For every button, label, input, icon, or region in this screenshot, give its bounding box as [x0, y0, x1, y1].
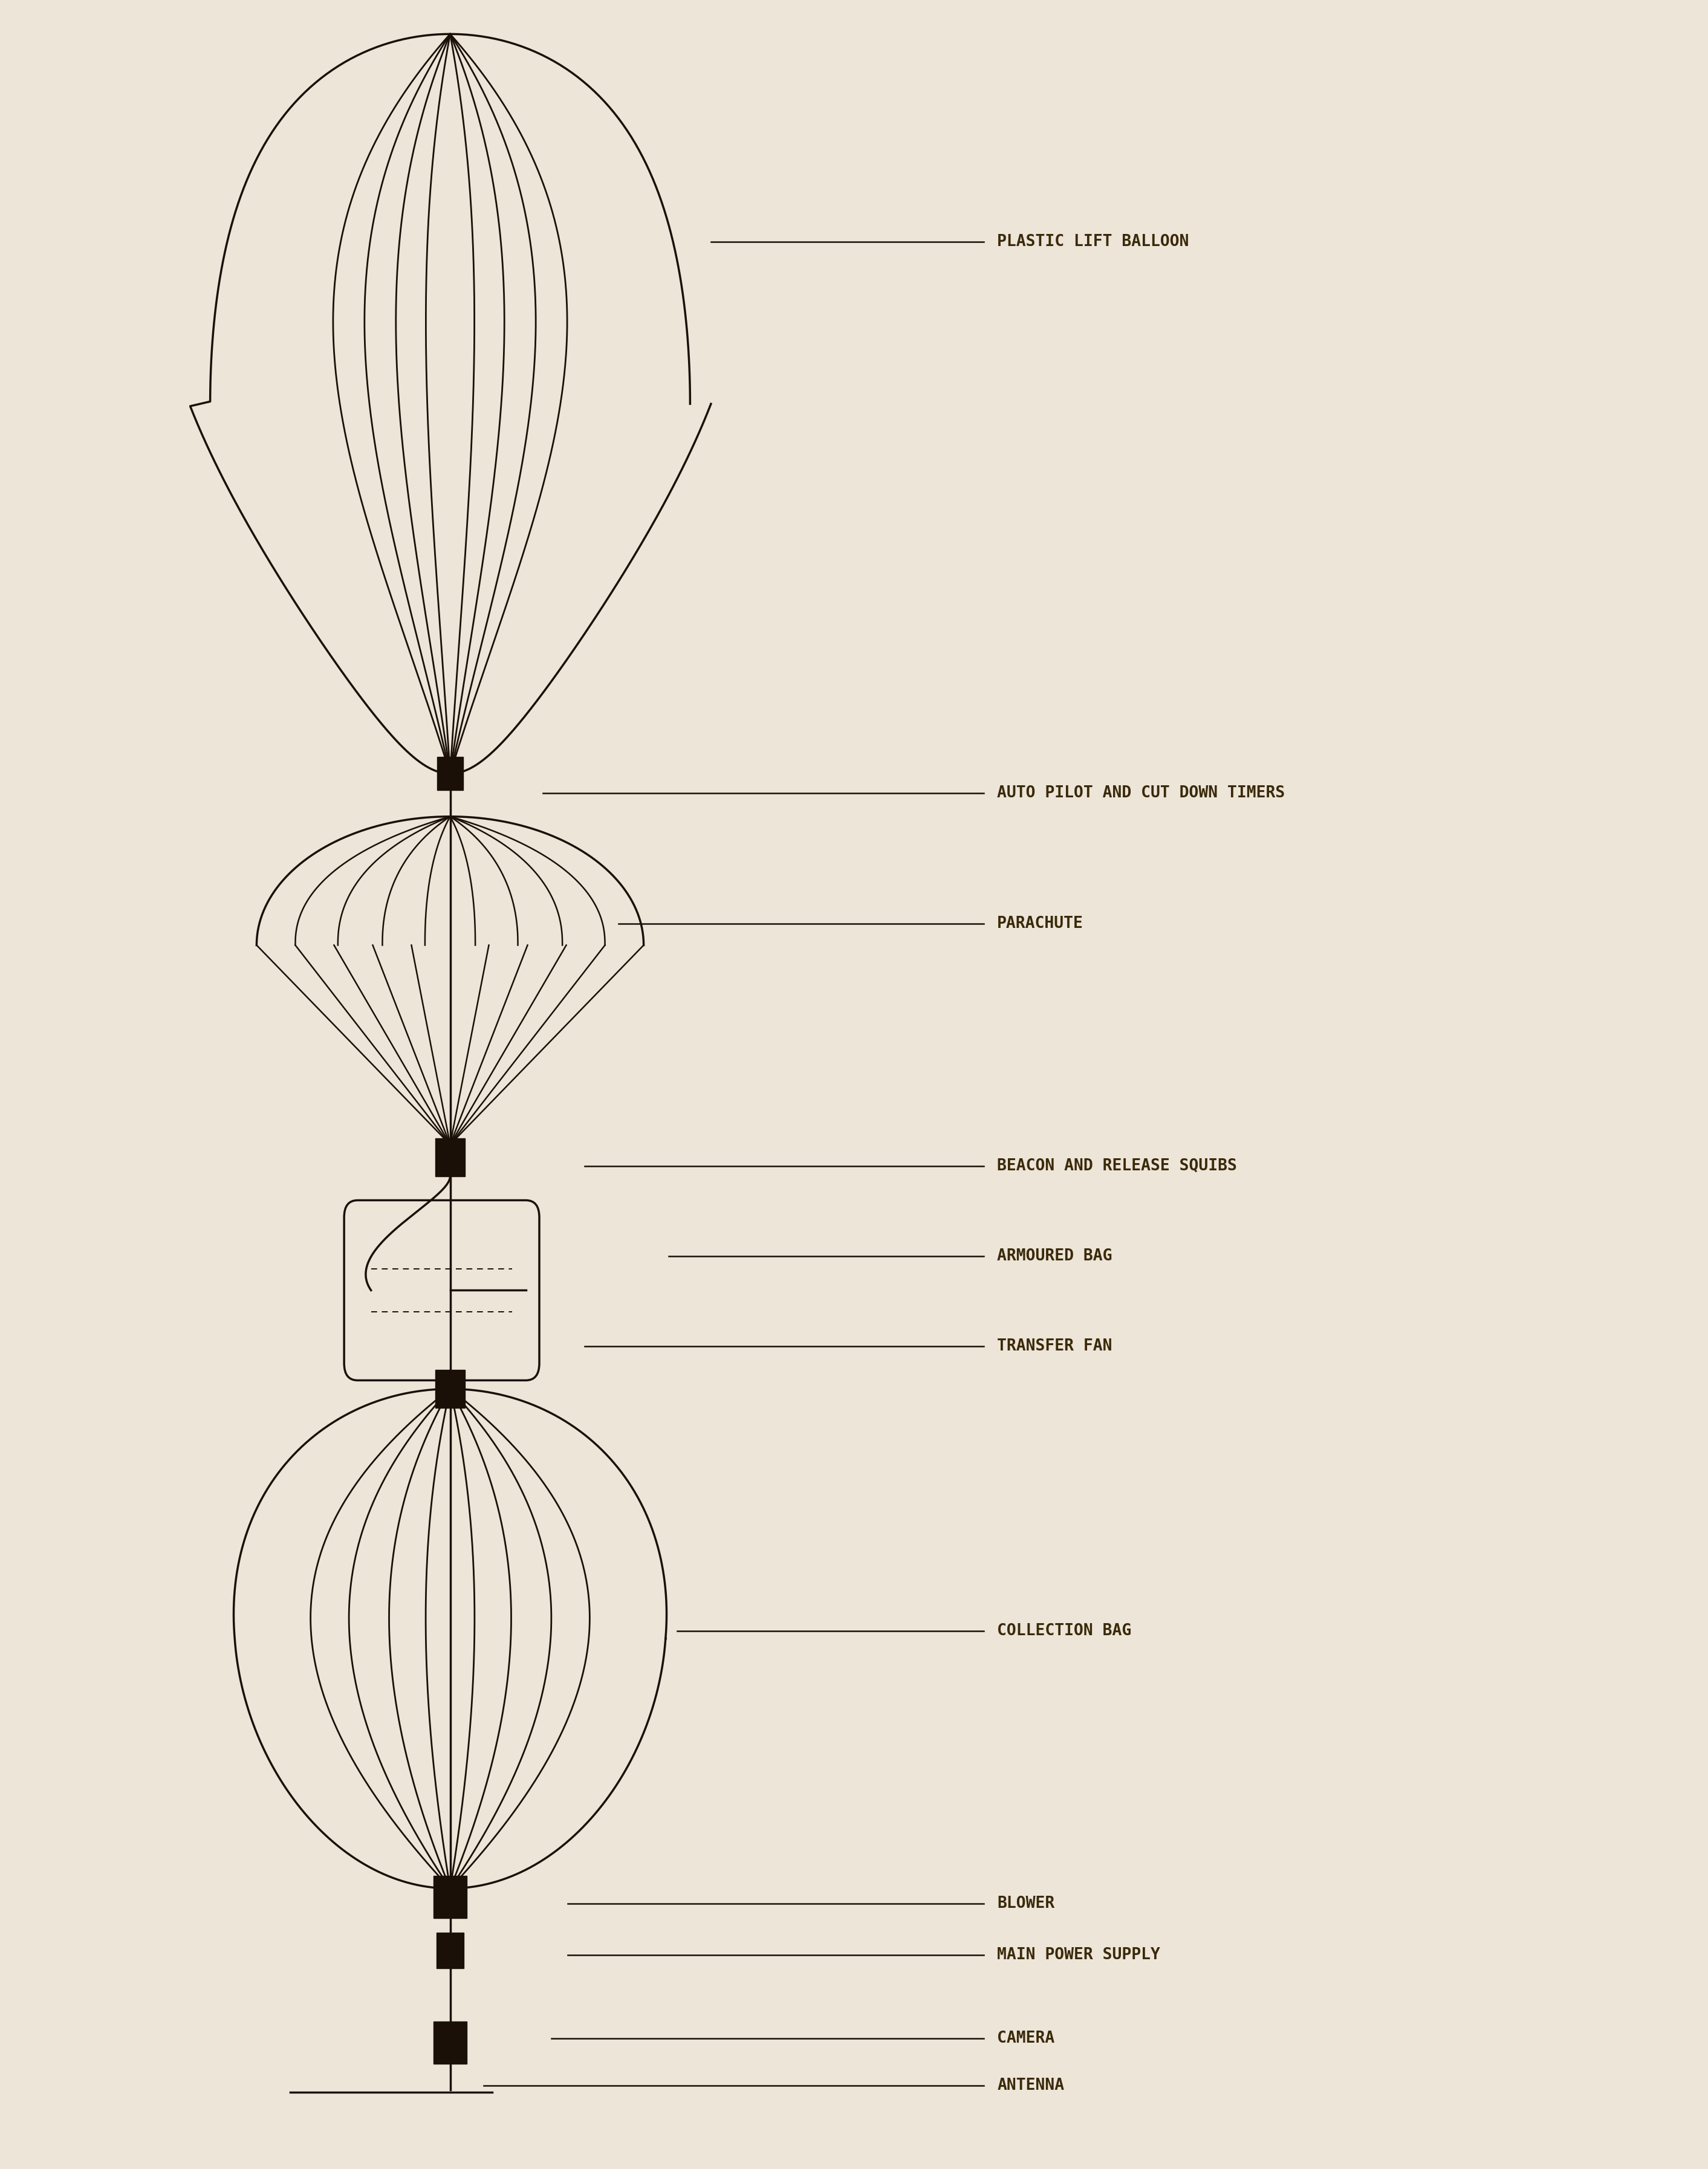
Text: PLASTIC LIFT BALLOON: PLASTIC LIFT BALLOON [997, 234, 1189, 249]
Text: MAIN POWER SUPPLY: MAIN POWER SUPPLY [997, 1948, 1160, 1963]
FancyBboxPatch shape [436, 1371, 465, 1408]
Text: CAMERA: CAMERA [997, 2030, 1054, 2045]
FancyBboxPatch shape [343, 1199, 540, 1379]
FancyBboxPatch shape [436, 1933, 465, 1967]
Text: COLLECTION BAG: COLLECTION BAG [997, 1622, 1131, 1640]
Text: BEACON AND RELEASE SQUIBS: BEACON AND RELEASE SQUIBS [997, 1158, 1237, 1173]
FancyBboxPatch shape [434, 2022, 466, 2065]
Text: PARACHUTE: PARACHUTE [997, 915, 1083, 931]
Text: BLOWER: BLOWER [997, 1896, 1054, 1911]
Text: ANTENNA: ANTENNA [997, 2078, 1064, 2093]
FancyBboxPatch shape [434, 1876, 466, 1917]
Text: ARMOURED BAG: ARMOURED BAG [997, 1247, 1112, 1265]
FancyBboxPatch shape [436, 1139, 465, 1176]
FancyBboxPatch shape [437, 757, 463, 790]
Text: TRANSFER FAN: TRANSFER FAN [997, 1338, 1112, 1353]
Text: AUTO PILOT AND CUT DOWN TIMERS: AUTO PILOT AND CUT DOWN TIMERS [997, 785, 1284, 800]
